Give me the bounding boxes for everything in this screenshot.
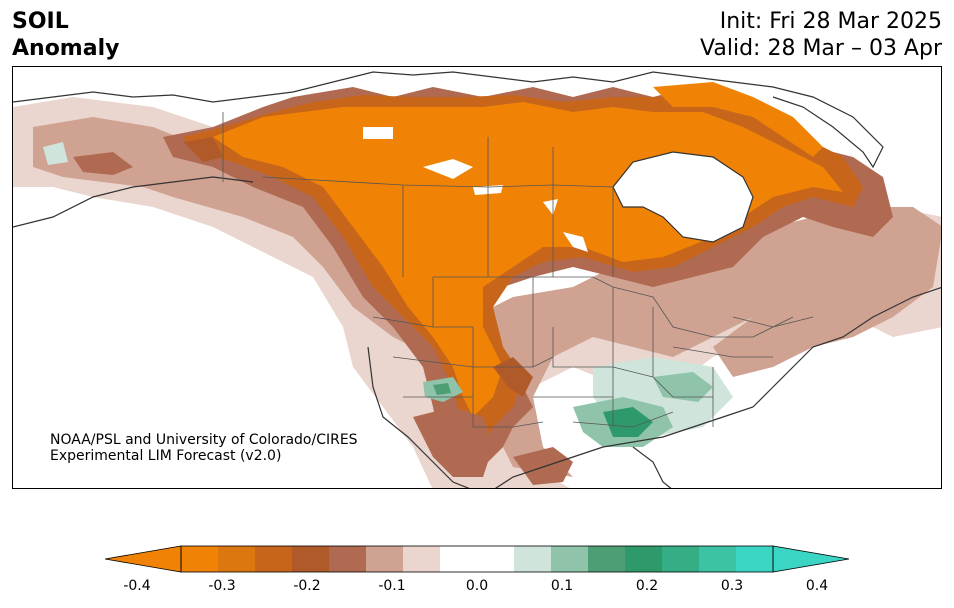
credit-line-2: Experimental LIM Forecast (v2.0) [50, 448, 282, 464]
colorbar-cell [181, 546, 219, 572]
colorbar-tick-label: -0.4 [123, 578, 151, 594]
title-line-2: Anomaly [12, 36, 120, 61]
colorbar-cells [181, 546, 774, 572]
colorbar-cell [218, 546, 256, 572]
colorbar-cell [514, 546, 552, 572]
colorbar-cell [625, 546, 663, 572]
forecast-dates: Init: Fri 28 Mar 2025 Valid: 28 Mar – 03… [700, 8, 942, 62]
colorbar-frame [180, 545, 774, 573]
colorbar-min-arrow [105, 545, 182, 573]
valid-range: Valid: 28 Mar – 03 Apr [700, 36, 942, 61]
map-title: SOIL Anomaly [12, 8, 119, 62]
colorbar-tick-label: 0.3 [720, 578, 744, 594]
title-line-1: SOIL [12, 9, 69, 34]
colorbar-tick-label: 0.4 [805, 578, 829, 594]
credit-line-1: NOAA/PSL and University of Colorado/CIRE… [50, 432, 358, 448]
colorbar-cell [292, 546, 330, 572]
colorbar-tick-label: -0.1 [378, 578, 406, 594]
colorbar-tick-label: 0.1 [550, 578, 574, 594]
colorbar-tick-label: -0.2 [293, 578, 321, 594]
colorbar-tick-label: 0.2 [635, 578, 659, 594]
colorbar-tick-label: 0.0 [465, 578, 489, 594]
colorbar-tick-label: -0.3 [208, 578, 236, 594]
hudson-bay [612, 151, 754, 243]
colorbar-cell [699, 546, 737, 572]
colorbar-cell [329, 546, 367, 572]
colorbar-cell [403, 546, 441, 572]
colorbar-cell [662, 546, 700, 572]
colorbar-cell [736, 546, 774, 572]
map-canvas [13, 71, 941, 488]
coastlines [13, 71, 941, 488]
anomaly-fill [13, 82, 941, 488]
credit: NOAA/PSL and University of Colorado/CIRE… [50, 432, 358, 464]
anomaly-map: NOAA/PSL and University of Colorado/CIRE… [12, 66, 942, 489]
init-date: Init: Fri 28 Mar 2025 [719, 9, 942, 34]
colorbar-cell [255, 546, 293, 572]
colorbar-cell [366, 546, 404, 572]
colorbar-cell [477, 546, 515, 572]
colorbar-cell [440, 546, 478, 572]
colorbar-cell [551, 546, 589, 572]
colorbar-cell [588, 546, 626, 572]
borders [222, 112, 814, 428]
colorbar [105, 545, 850, 573]
colorbar-max-arrow [772, 545, 850, 573]
